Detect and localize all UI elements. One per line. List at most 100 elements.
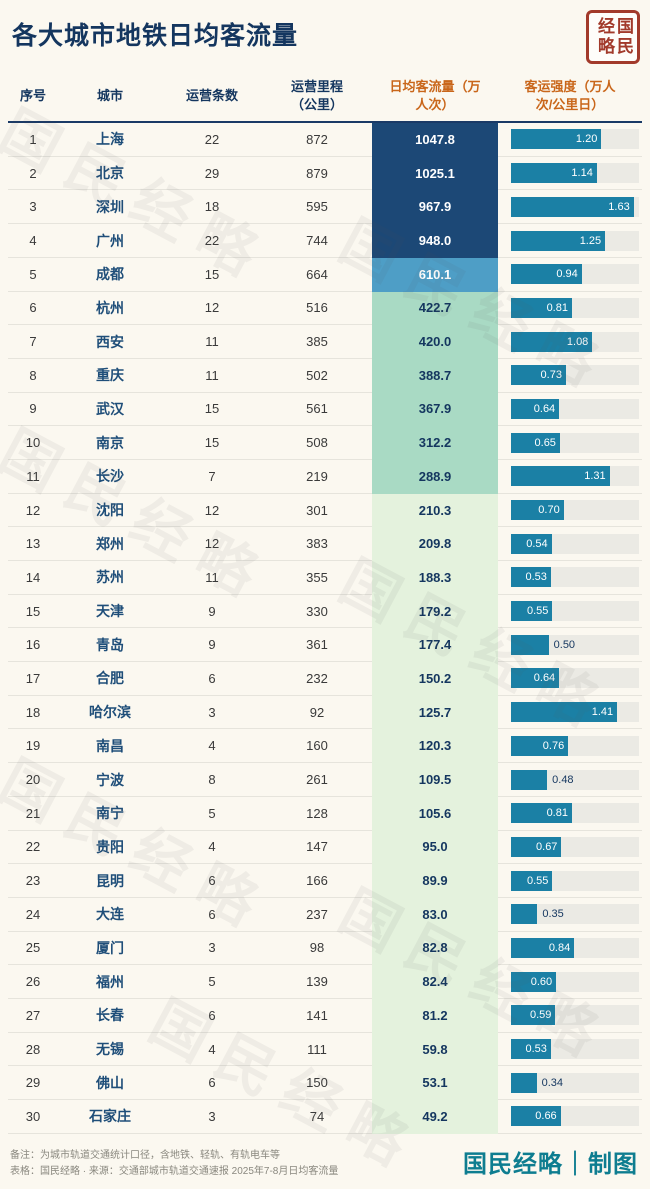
city-name: 沈阳 bbox=[96, 502, 124, 518]
mileage-value: 502 bbox=[306, 367, 328, 383]
header-bar: 各大城市地铁日均客流量 经略 国民 bbox=[0, 0, 650, 64]
flow-cell: 209.8 bbox=[372, 527, 498, 561]
row-index: 10 bbox=[25, 435, 41, 451]
row-index: 17 bbox=[25, 670, 41, 686]
table-row: 9 武汉 15 561 367.9 0.64 bbox=[8, 392, 642, 427]
city-name: 无锡 bbox=[96, 1041, 124, 1057]
intensity-bar bbox=[511, 769, 548, 790]
intensity-value: 0.53 bbox=[525, 571, 547, 584]
table-row: 11 长沙 7 219 288.9 1.31 bbox=[8, 459, 642, 494]
intensity-track: 0.76 bbox=[511, 735, 639, 756]
col-header-intensity: 客运强度（万人 次/公里日） bbox=[524, 79, 616, 112]
lines-count: 5 bbox=[208, 805, 216, 821]
mileage-value: 166 bbox=[306, 873, 328, 889]
lines-count: 12 bbox=[204, 536, 220, 552]
intensity-value: 1.08 bbox=[566, 335, 589, 348]
mileage-value: 330 bbox=[306, 603, 328, 619]
intensity-track: 1.41 bbox=[511, 702, 639, 723]
intensity-bar: 0.55 bbox=[511, 601, 553, 622]
intensity-bar: 1.20 bbox=[511, 129, 602, 150]
city-name: 宁波 bbox=[96, 771, 124, 788]
intensity-value: 0.70 bbox=[538, 504, 560, 516]
lines-count: 9 bbox=[208, 603, 216, 619]
intensity-track: 0.55 bbox=[511, 601, 639, 622]
city-name: 佛山 bbox=[96, 1074, 124, 1091]
intensity-value: 0.50 bbox=[553, 638, 576, 651]
intensity-bar: 1.63 bbox=[511, 196, 634, 217]
city-name: 苏州 bbox=[96, 569, 124, 586]
intensity-track: 1.31 bbox=[511, 466, 639, 487]
flow-cell: 109.5 bbox=[372, 763, 498, 797]
lines-count: 7 bbox=[208, 468, 216, 484]
intensity-cell: 0.81 bbox=[498, 292, 642, 325]
footnote-1: 备注：为城市轨道交通统计口径，含地铁、轻轨、有轨电车等 bbox=[10, 1150, 280, 1161]
lines-count: 18 bbox=[204, 199, 220, 215]
flow-cell: 53.1 bbox=[372, 1066, 498, 1100]
mileage-value: 744 bbox=[306, 233, 328, 248]
intensity-cell: 1.14 bbox=[498, 157, 642, 190]
intensity-bar: 0.53 bbox=[511, 1039, 551, 1059]
flow-cell: 388.7 bbox=[372, 358, 498, 393]
lines-count: 9 bbox=[208, 637, 216, 653]
row-index: 14 bbox=[25, 569, 41, 585]
table-row: 19 南昌 4 160 120.3 0.76 bbox=[8, 729, 642, 764]
table-row: 1 上海 22 872 1047.8 1.20 bbox=[8, 123, 642, 157]
flow-cell: 179.2 bbox=[372, 594, 498, 629]
intensity-value: 0.73 bbox=[540, 369, 562, 382]
lines-count: 29 bbox=[204, 165, 220, 181]
lines-count: 15 bbox=[204, 435, 220, 451]
intensity-cell: 1.63 bbox=[498, 190, 642, 223]
intensity-bar: 0.59 bbox=[511, 1005, 556, 1026]
table-row: 20 宁波 8 261 109.5 0.48 bbox=[8, 763, 642, 797]
flow-cell: 177.4 bbox=[372, 628, 498, 662]
intensity-cell: 0.70 bbox=[498, 494, 642, 527]
table-row: 8 重庆 11 502 388.7 0.73 bbox=[8, 358, 642, 393]
intensity-track: 0.59 bbox=[511, 1005, 639, 1026]
col-header-flow: 日均客流量（万 人次） bbox=[389, 79, 481, 112]
lines-count: 4 bbox=[208, 738, 216, 754]
lines-count: 22 bbox=[204, 233, 220, 248]
city-name: 武汉 bbox=[96, 400, 124, 417]
row-index: 3 bbox=[29, 199, 37, 215]
intensity-track: 0.34 bbox=[511, 1072, 639, 1093]
lines-count: 4 bbox=[208, 839, 216, 855]
intensity-bar: 0.64 bbox=[511, 398, 560, 419]
city-name: 昆明 bbox=[96, 872, 124, 889]
intensity-value: 0.54 bbox=[526, 537, 548, 550]
table-row: 4 广州 22 744 948.0 1.25 bbox=[8, 224, 642, 258]
intensity-value: 0.48 bbox=[552, 773, 574, 786]
intensity-value: 1.20 bbox=[575, 133, 598, 146]
row-index: 25 bbox=[25, 940, 41, 956]
row-index: 5 bbox=[29, 266, 37, 282]
city-name: 天津 bbox=[96, 603, 124, 620]
row-index: 2 bbox=[29, 165, 37, 181]
intensity-track: 1.14 bbox=[511, 163, 639, 184]
mileage-value: 128 bbox=[306, 805, 328, 821]
mileage-value: 664 bbox=[306, 266, 328, 282]
intensity-value: 1.63 bbox=[608, 200, 630, 213]
table-row: 23 昆明 6 166 89.9 0.55 bbox=[8, 864, 642, 898]
mileage-value: 508 bbox=[306, 435, 328, 451]
intensity-track: 1.63 bbox=[511, 196, 639, 217]
intensity-bar: 0.84 bbox=[511, 937, 575, 958]
intensity-cell: 0.35 bbox=[498, 898, 642, 931]
intensity-bar: 0.81 bbox=[511, 297, 572, 318]
intensity-cell: 0.48 bbox=[498, 763, 642, 796]
lines-count: 6 bbox=[208, 906, 216, 922]
footnotes: 备注：为城市轨道交通统计口径，含地铁、轻轨、有轨电车等 表格：国民经略 · 来源… bbox=[10, 1148, 338, 1179]
footnote-2: 表格：国民经略 · 来源：交通部城市轨道交通速报 2025年7-8月日均客流量 bbox=[10, 1165, 339, 1177]
seal-left-column: 经略 bbox=[594, 17, 614, 57]
table-row: 27 长春 6 141 81.2 0.59 bbox=[8, 998, 642, 1033]
intensity-bar: 0.55 bbox=[511, 870, 553, 891]
intensity-bar: 0.76 bbox=[511, 735, 569, 756]
row-index: 30 bbox=[25, 1108, 41, 1124]
intensity-value: 1.14 bbox=[571, 167, 593, 180]
flow-cell: 59.8 bbox=[372, 1032, 498, 1067]
table-row: 7 西安 11 385 420.0 1.08 bbox=[8, 325, 642, 359]
intensity-track: 1.08 bbox=[511, 331, 639, 352]
intensity-track: 0.53 bbox=[511, 567, 639, 588]
flow-cell: 82.8 bbox=[372, 931, 498, 965]
lines-count: 3 bbox=[208, 1108, 216, 1124]
table-row: 25 厦门 3 98 82.8 0.84 bbox=[8, 931, 642, 966]
table-row: 17 合肥 6 232 150.2 0.64 bbox=[8, 662, 642, 696]
